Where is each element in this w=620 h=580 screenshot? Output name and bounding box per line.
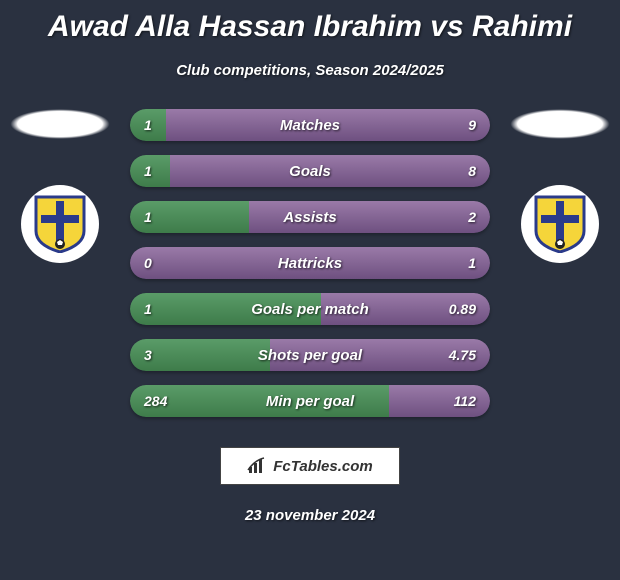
stat-value-right: 1 [468, 247, 476, 279]
page-title: Awad Alla Hassan Ibrahim vs Rahimi [0, 0, 620, 44]
player-right-silhouette [510, 109, 610, 139]
stat-bar-right [249, 201, 490, 233]
club-badge-right [521, 185, 599, 263]
stat-value-left: 284 [144, 385, 167, 417]
chart-icon [247, 457, 267, 475]
stat-value-left: 1 [144, 201, 152, 233]
subtitle: Club competitions, Season 2024/2025 [0, 62, 620, 79]
shield-icon [33, 195, 87, 253]
stat-value-right: 112 [454, 385, 476, 417]
stat-bar-left [130, 385, 389, 417]
stat-bar-right [130, 247, 490, 279]
date-text: 23 november 2024 [0, 507, 620, 524]
player-left-silhouette [10, 109, 110, 139]
stat-bar-right [166, 109, 490, 141]
stat-value-left: 3 [144, 339, 152, 371]
stat-bar-right [170, 155, 490, 187]
stat-value-left: 0 [144, 247, 152, 279]
stat-value-right: 9 [468, 109, 476, 141]
stat-bar: 19Matches [130, 109, 490, 141]
stat-bar: 01Hattricks [130, 247, 490, 279]
player-left-column [8, 109, 112, 263]
stat-bar: 10.89Goals per match [130, 293, 490, 325]
club-badge-left [21, 185, 99, 263]
player-right-column [508, 109, 612, 263]
stat-value-right: 8 [468, 155, 476, 187]
stat-value-left: 1 [144, 293, 152, 325]
stat-bar: 284112Min per goal [130, 385, 490, 417]
shield-icon [533, 195, 587, 253]
stats-bars: 19Matches18Goals12Assists01Hattricks10.8… [130, 109, 490, 417]
stat-bar: 34.75Shots per goal [130, 339, 490, 371]
stat-bar-left [130, 293, 321, 325]
stat-value-right: 0.89 [449, 293, 476, 325]
brand-text: FcTables.com [273, 458, 372, 475]
brand-badge: FcTables.com [220, 447, 400, 485]
stat-bar: 18Goals [130, 155, 490, 187]
stat-value-left: 1 [144, 155, 152, 187]
comparison-panel: 19Matches18Goals12Assists01Hattricks10.8… [0, 109, 620, 417]
stat-value-left: 1 [144, 109, 152, 141]
stat-value-right: 4.75 [449, 339, 476, 371]
stat-bar: 12Assists [130, 201, 490, 233]
stat-value-right: 2 [468, 201, 476, 233]
